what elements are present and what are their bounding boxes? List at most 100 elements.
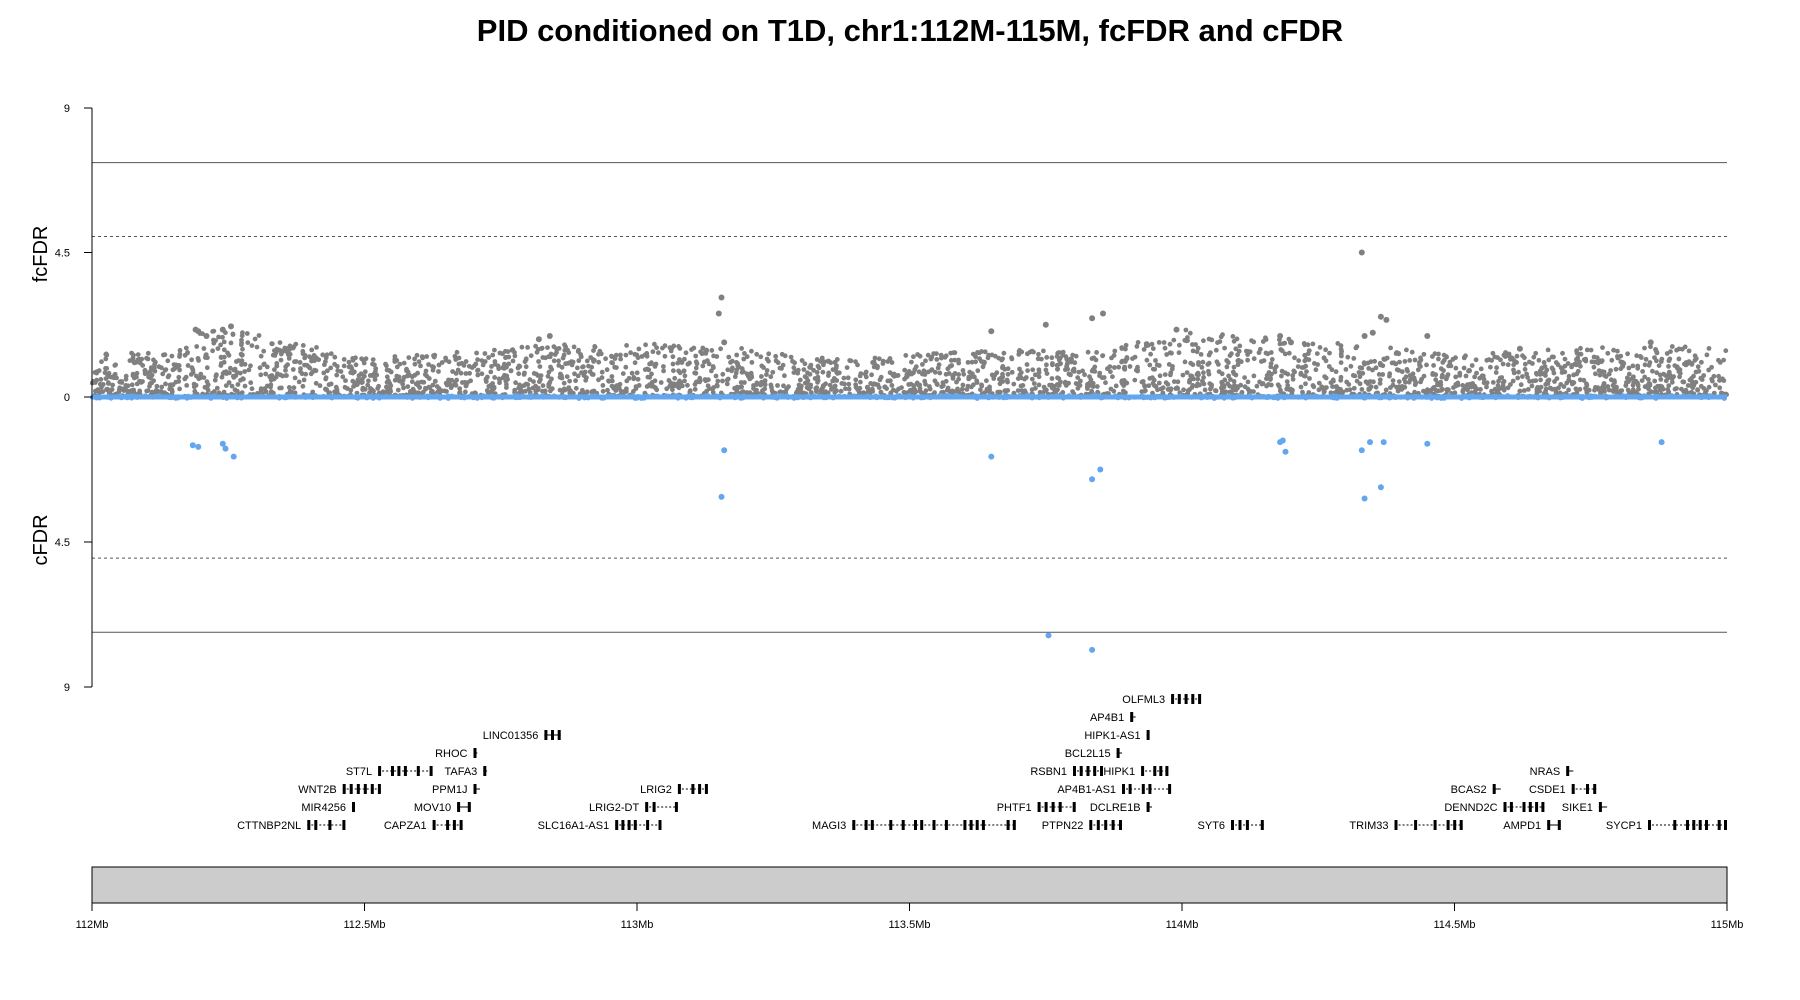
fcfdr-background-point [1333, 369, 1339, 375]
gene-label: NRAS [1530, 766, 1561, 778]
cfdr-background-point [890, 395, 896, 401]
fcfdr-background-point [457, 386, 463, 391]
cfdr-background-point [1603, 395, 1609, 401]
gene-tafa3: TAFA3 [444, 766, 488, 778]
fcfdr-background-point [1534, 386, 1540, 392]
fcfdr-background-point [1290, 376, 1296, 382]
fcfdr-background-point [1029, 376, 1035, 382]
fcfdr-background-point [1390, 378, 1396, 383]
cfdr-background-point [1274, 395, 1280, 401]
fcfdr-background-point [1187, 377, 1193, 383]
fcfdr-background-point [1161, 340, 1167, 345]
fcfdr-background-point [934, 382, 940, 387]
cfdr-background-point [108, 395, 114, 401]
fcfdr-background-point [814, 370, 820, 375]
cfdr-background-point [981, 394, 986, 399]
fcfdr-background-point [1488, 364, 1493, 370]
fcfdr-background-point [292, 375, 298, 381]
fcfdr-background-point [895, 373, 901, 378]
fcfdr-background-point [1296, 358, 1302, 363]
fcfdr-background-point [739, 346, 744, 351]
cfdr-background-point [1515, 395, 1521, 401]
fcfdr-background-point [681, 368, 687, 374]
fcfdr-background-point [506, 361, 512, 367]
fcfdr-background-point [1310, 383, 1316, 388]
fcfdr-background-point [549, 386, 555, 392]
fcfdr-background-point [183, 345, 189, 351]
fcfdr-background-point [1478, 387, 1483, 392]
fcfdr-background-point [558, 371, 563, 377]
cfdr-background-point [1233, 394, 1239, 400]
cfdr-background-point [437, 396, 443, 401]
cfdr-background-point [1086, 394, 1092, 400]
fcfdr-background-point [232, 366, 238, 372]
fcfdr-background-point [405, 369, 411, 375]
cfdr-point [988, 453, 995, 460]
highlight-points-layer [189, 249, 1665, 653]
fcfdr-background-point [591, 388, 597, 394]
cfdr-background-point [760, 394, 766, 399]
fcfdr-background-point [537, 379, 542, 385]
fcfdr-background-point [1676, 369, 1682, 374]
fcfdr-background-point [1254, 383, 1260, 389]
fcfdr-background-point [479, 358, 485, 363]
fcfdr-background-point [720, 371, 726, 377]
fcfdr-background-point [982, 349, 988, 355]
fcfdr-background-point [1489, 388, 1494, 394]
fcfdr-background-point [1441, 368, 1446, 373]
fcfdr-background-point [165, 374, 171, 380]
fcfdr-background-point [359, 380, 365, 385]
cfdr-background-point [939, 393, 944, 398]
cfdr-background-point [675, 395, 681, 401]
fcfdr-background-point [912, 367, 918, 372]
cfdr-background-point [1333, 393, 1339, 399]
fcfdr-background-point [662, 353, 668, 359]
fcfdr-background-point [1286, 350, 1292, 356]
fcfdr-background-point [808, 382, 814, 388]
cfdr-point [1045, 632, 1052, 639]
fcfdr-background-point [1075, 385, 1081, 391]
gene-exon [1072, 802, 1076, 812]
fcfdr-background-point [1598, 390, 1603, 396]
fcfdr-background-point [1234, 336, 1240, 342]
fcfdr-background-point [1049, 355, 1055, 361]
fcfdr-background-point [1601, 383, 1606, 388]
fcfdr-background-point [1230, 387, 1236, 393]
cfdr-point [1097, 466, 1104, 473]
cfdr-background-point [650, 394, 656, 399]
gene-exon [1012, 820, 1016, 830]
fcfdr-point [1277, 333, 1284, 339]
gene-exon [1528, 802, 1532, 812]
cfdr-point [1089, 476, 1096, 483]
cfdr-background-point [773, 395, 779, 401]
cfdr-background-point [293, 395, 298, 400]
fcfdr-background-point [1156, 340, 1162, 345]
cfdr-background-point [1208, 394, 1214, 399]
cfdr-background-point [618, 394, 624, 400]
fcfdr-background-point [274, 361, 280, 366]
fcfdr-background-point [1009, 355, 1014, 361]
fcfdr-background-point [699, 351, 705, 357]
fcfdr-background-point [764, 372, 769, 377]
fcfdr-background-point [1648, 389, 1654, 395]
cfdr-background-point [1398, 394, 1404, 400]
gene-sycp1: SYCP1 [1606, 820, 1727, 832]
fcfdr-background-point [575, 365, 580, 371]
gene-exon [391, 766, 394, 776]
gene-rsbn1: RSBN1 [1030, 766, 1103, 778]
fcfdr-background-point [1630, 375, 1635, 381]
fcfdr-background-point [871, 359, 877, 365]
fcfdr-background-point [1500, 380, 1506, 385]
fcfdr-background-point [671, 368, 676, 374]
fcfdr-background-point [654, 345, 659, 351]
fcfdr-background-point [720, 378, 725, 384]
fcfdr-background-point [1327, 350, 1332, 356]
fcfdr-background-point [1162, 345, 1168, 351]
fcfdr-background-point [149, 380, 155, 386]
fcfdr-background-point [283, 368, 288, 373]
fcfdr-background-point [526, 386, 532, 392]
fcfdr-background-point [1431, 363, 1436, 368]
fcfdr-background-point [768, 374, 774, 380]
fcfdr-background-point [1717, 385, 1723, 391]
fcfdr-background-point [853, 377, 859, 383]
